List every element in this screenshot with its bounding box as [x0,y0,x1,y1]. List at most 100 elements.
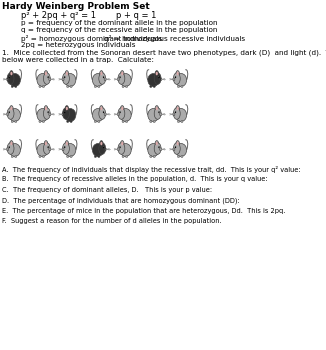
Circle shape [43,143,50,154]
Ellipse shape [94,120,96,122]
Circle shape [161,78,162,80]
Circle shape [100,141,103,146]
Ellipse shape [15,155,17,158]
Circle shape [64,111,65,113]
Ellipse shape [177,85,180,88]
Ellipse shape [153,85,155,88]
Circle shape [177,107,179,110]
Circle shape [9,111,10,113]
Ellipse shape [9,74,21,86]
Ellipse shape [70,120,72,122]
Circle shape [44,106,48,111]
Ellipse shape [92,108,104,121]
Circle shape [176,71,179,76]
Circle shape [120,111,121,112]
Circle shape [45,72,47,75]
Circle shape [172,148,173,150]
Circle shape [50,148,51,150]
Circle shape [103,76,104,77]
Circle shape [64,146,65,148]
Ellipse shape [94,85,96,88]
Ellipse shape [120,74,131,86]
Ellipse shape [11,85,13,88]
Circle shape [118,108,125,119]
Circle shape [9,146,10,148]
Circle shape [173,73,180,84]
Ellipse shape [117,148,119,151]
Ellipse shape [37,144,48,156]
Circle shape [120,146,121,147]
Ellipse shape [126,120,127,122]
Ellipse shape [9,144,21,156]
Text: p + q = 1: p + q = 1 [116,11,156,20]
Ellipse shape [181,120,183,122]
Text: p² + 2pq + q² = 1: p² + 2pq + q² = 1 [21,11,96,20]
Circle shape [117,78,118,80]
Circle shape [106,113,107,115]
Circle shape [177,72,179,75]
Circle shape [9,76,10,77]
Ellipse shape [92,144,104,156]
Ellipse shape [173,148,175,151]
Circle shape [103,111,104,112]
Circle shape [66,72,68,75]
Text: B.  The frequency of recessive alleles in the population, d.  This is your q val: B. The frequency of recessive alleles in… [2,176,268,182]
Ellipse shape [37,74,48,86]
Circle shape [48,76,49,78]
Circle shape [10,71,13,76]
Ellipse shape [159,148,162,151]
Circle shape [7,143,14,154]
Ellipse shape [120,108,131,121]
Ellipse shape [62,148,64,151]
Ellipse shape [126,85,127,88]
Ellipse shape [67,85,69,88]
Ellipse shape [67,120,69,122]
Ellipse shape [175,74,187,86]
Circle shape [121,142,123,145]
Ellipse shape [67,155,69,158]
Ellipse shape [148,144,159,156]
Circle shape [117,113,118,115]
Circle shape [175,111,176,112]
Circle shape [99,143,106,154]
Circle shape [48,111,49,113]
Circle shape [106,78,107,80]
Circle shape [173,108,180,119]
Circle shape [63,73,69,84]
Ellipse shape [98,155,100,158]
Circle shape [154,73,161,84]
Circle shape [43,108,50,119]
Ellipse shape [42,85,44,88]
Circle shape [100,106,103,111]
Ellipse shape [39,155,41,158]
Circle shape [65,141,68,146]
Circle shape [62,113,63,115]
Ellipse shape [153,120,155,122]
Ellipse shape [122,120,124,122]
Circle shape [120,76,121,77]
Circle shape [121,141,124,146]
Ellipse shape [49,113,51,116]
Circle shape [50,113,51,115]
Ellipse shape [173,113,175,116]
Circle shape [121,107,123,110]
Ellipse shape [181,155,183,158]
Circle shape [62,78,63,80]
Ellipse shape [49,148,51,151]
Circle shape [173,143,180,154]
Ellipse shape [150,85,152,88]
Circle shape [121,72,123,75]
Ellipse shape [39,120,41,122]
Circle shape [155,106,158,111]
Circle shape [9,111,10,112]
Circle shape [154,143,161,154]
Ellipse shape [104,113,106,116]
Circle shape [158,111,159,113]
Circle shape [66,142,68,145]
Text: E.  The percentage of mice in the population that are heterozygous, Dd.  This is: E. The percentage of mice in the populat… [2,208,286,214]
Text: p = frequency of the dominant allele in the population: p = frequency of the dominant allele in … [21,20,217,26]
Circle shape [117,148,118,150]
Circle shape [44,141,48,146]
Circle shape [9,146,10,147]
Ellipse shape [148,108,159,121]
